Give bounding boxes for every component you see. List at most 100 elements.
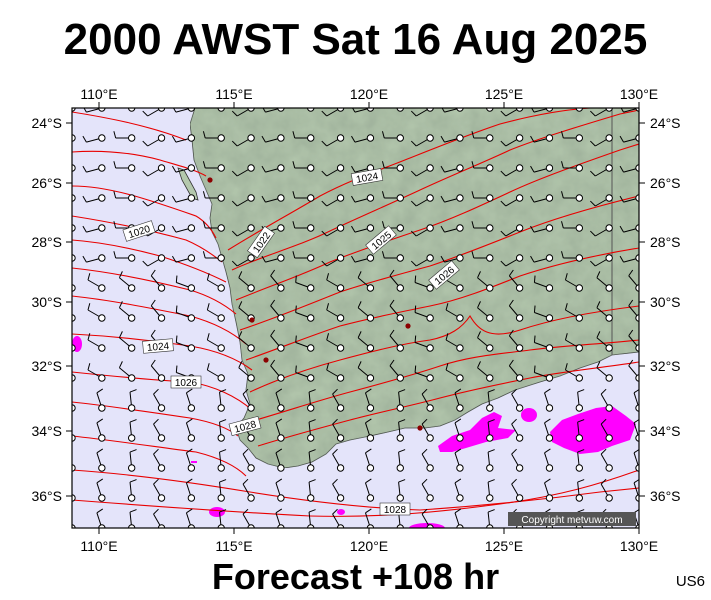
wind-barb — [445, 303, 464, 322]
wind-barb — [113, 161, 136, 172]
wind-barb — [96, 388, 106, 412]
wind-barb — [87, 363, 106, 382]
wind-barb — [242, 448, 255, 472]
wind-barb — [82, 224, 106, 233]
wind-barb — [118, 331, 136, 352]
wind-barb — [511, 478, 524, 502]
wind-barb — [118, 271, 136, 292]
wind-barb — [508, 359, 524, 382]
wind-barb — [530, 134, 554, 143]
wind-barb — [396, 389, 406, 412]
wind-barb — [389, 329, 404, 352]
wind-barb — [175, 305, 196, 322]
wind-barb — [477, 301, 494, 322]
lon-labels-top: 110°E 115°E 120°E 125°E 130°E — [80, 86, 658, 102]
svg-text:1028: 1028 — [384, 505, 407, 516]
wind-barb — [175, 275, 196, 292]
wind-barb — [511, 388, 524, 412]
wind-barb — [381, 251, 404, 262]
wind-barb — [321, 134, 345, 147]
wind-barb — [96, 478, 106, 502]
wind-barb — [508, 299, 524, 322]
wind-barb — [326, 363, 345, 382]
wind-barb — [530, 224, 554, 233]
lon-tick-label: 120°E — [350, 86, 388, 102]
wind-barb — [471, 221, 494, 232]
wind-barb — [440, 134, 464, 143]
wind-barb — [619, 194, 639, 203]
wind-barb — [321, 194, 345, 207]
wind-barb — [332, 478, 345, 502]
wind-barb — [596, 301, 613, 322]
wind-barb — [381, 131, 404, 142]
lon-labels-bottom: 110°E 115°E 120°E 125°E 130°E — [80, 538, 658, 554]
wind-barb — [564, 273, 584, 292]
wind-barb — [87, 333, 106, 352]
wind-barb — [351, 194, 375, 203]
wind-barb — [275, 388, 285, 412]
wind-barb — [445, 363, 464, 382]
wind-barb — [530, 254, 554, 263]
wind-barb — [231, 254, 255, 267]
wind-barb — [217, 389, 227, 412]
wind-barb — [477, 331, 494, 352]
wind-barb — [544, 388, 554, 412]
wind-barb — [351, 134, 375, 143]
wind-barb — [307, 479, 316, 502]
wind-barb — [307, 389, 316, 412]
city-markers — [207, 177, 423, 431]
wind-barb — [261, 134, 285, 143]
wind-barb — [231, 194, 255, 207]
lat-tick-label: 32°S — [650, 358, 681, 374]
wind-barb — [564, 363, 584, 382]
wind-barb — [142, 134, 166, 147]
wind-barb — [332, 418, 345, 442]
wind-barb — [292, 251, 315, 262]
wind-barb — [486, 449, 495, 472]
lat-tick-label: 24°S — [650, 115, 681, 131]
wind-barb — [118, 301, 136, 322]
wind-barb — [202, 131, 225, 142]
wind-barb — [82, 164, 106, 173]
wind-barb — [600, 388, 613, 412]
wind-barb — [326, 303, 345, 322]
wind-barb — [454, 478, 464, 502]
wind-barb — [596, 331, 613, 352]
wind-barb — [206, 363, 225, 382]
wind-barb — [589, 254, 613, 267]
wind-barb — [454, 448, 464, 472]
wind-barb — [307, 419, 316, 442]
wind-barb — [414, 365, 434, 382]
wind-barb — [500, 224, 524, 237]
wind-barb — [231, 134, 255, 147]
wind-barb — [82, 134, 106, 143]
wind-barb — [202, 221, 225, 232]
wind-barb — [127, 479, 137, 502]
rain-areas — [72, 336, 636, 528]
wind-barb — [477, 361, 494, 382]
lon-tick-label: 125°E — [485, 538, 523, 554]
wind-barb — [511, 448, 524, 472]
wind-barb — [292, 131, 315, 142]
wind-barb — [589, 134, 613, 147]
wind-barb — [410, 254, 434, 267]
wind-barb — [153, 388, 166, 412]
wind-barb — [82, 254, 106, 263]
wind-barb — [185, 418, 196, 442]
wind-barb — [206, 273, 225, 292]
wind-barb — [357, 301, 375, 322]
wind-barb — [471, 161, 494, 172]
wind-barb — [295, 335, 315, 352]
wind-barb — [113, 131, 136, 142]
wind-barb — [600, 478, 613, 502]
wind-barb — [87, 303, 106, 322]
wind-barb — [261, 194, 285, 203]
lat-labels-left: 24°S 26°S 28°S 30°S 32°S 34°S 36°S — [31, 115, 62, 504]
wind-barb — [82, 194, 106, 203]
model-code: US6 — [675, 573, 705, 590]
wind-barb — [185, 508, 196, 528]
axis-ticks — [66, 102, 645, 534]
wind-barb — [564, 303, 584, 322]
wind-barb — [202, 251, 225, 262]
wind-barb — [561, 251, 584, 262]
